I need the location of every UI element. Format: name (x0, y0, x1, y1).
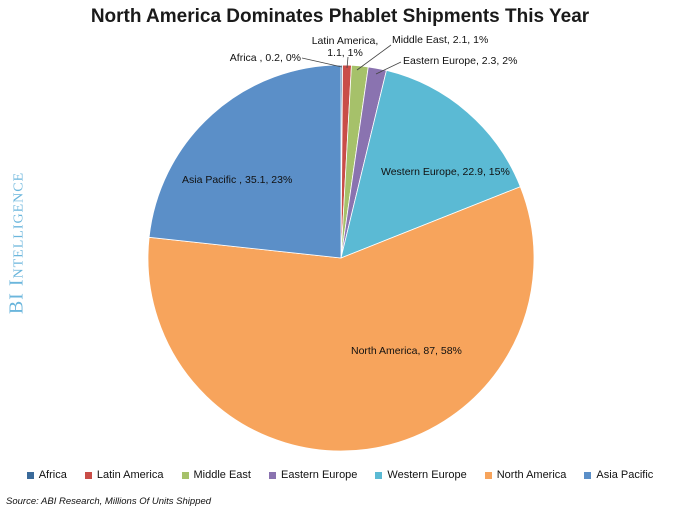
legend-swatch-africa (26, 471, 34, 479)
source-note: Source: ABI Research, Millions Of Units … (6, 496, 212, 507)
legend-label-north-america: North America (496, 469, 567, 481)
data-label-north-america: North America, 87, 58% (351, 345, 462, 357)
legend-label-latin-america: Latin America (96, 469, 164, 481)
legend-swatch-western-europe (375, 471, 383, 479)
legend-swatch-north-america (484, 471, 492, 479)
legend-label-asia-pacific: Asia Pacific (596, 469, 654, 481)
pie-slice-western-europe (340, 69, 521, 259)
legend-swatch-eastern-europe (268, 471, 276, 479)
legend-label-middle-east: Middle East (193, 469, 251, 481)
leader-line-eastern-europe (375, 61, 402, 75)
leader-line-latin-america (346, 56, 349, 69)
legend-item-middle-east: Middle East (181, 469, 251, 481)
pie-slice-asia-pacific (148, 64, 342, 259)
leader-line-africa (301, 57, 343, 68)
legend-item-asia-pacific: Asia Pacific (584, 469, 653, 481)
legend: Africa Latin America Middle East Eastern Eu… (0, 469, 680, 481)
pie-slice-north-america (147, 186, 535, 452)
legend-swatch-latin-america (84, 471, 92, 479)
data-label-western-europe: Western Europe, 22.9, 15% (381, 166, 510, 178)
legend-item-eastern-europe: Eastern Europe (268, 469, 358, 481)
chart-title: North America Dominates Phablet Shipment… (90, 6, 590, 27)
legend-label-africa: Africa (38, 469, 67, 481)
data-label-asia-pacific: Asia Pacific , 35.1, 23% (182, 174, 292, 186)
data-label-latin-america: Latin America, 1.1, 1% (312, 35, 379, 59)
legend-item-latin-america: Latin America (84, 469, 164, 481)
legend-label-eastern-europe: Eastern Europe (280, 469, 358, 481)
legend-swatch-asia-pacific (584, 471, 592, 479)
data-label-africa: Africa , 0.2, 0% (230, 52, 301, 64)
leader-line-middle-east (356, 44, 392, 71)
legend-item-africa: Africa (26, 469, 67, 481)
legend-item-north-america: North America (484, 469, 567, 481)
legend-label-western-europe: Western Europe (387, 469, 467, 481)
legend-swatch-middle-east (181, 471, 189, 479)
legend-item-western-europe: Western Europe (375, 469, 467, 481)
data-label-eastern-europe: Eastern Europe, 2.3, 2% (403, 55, 517, 67)
data-label-middle-east: Middle East, 2.1, 1% (392, 34, 488, 46)
